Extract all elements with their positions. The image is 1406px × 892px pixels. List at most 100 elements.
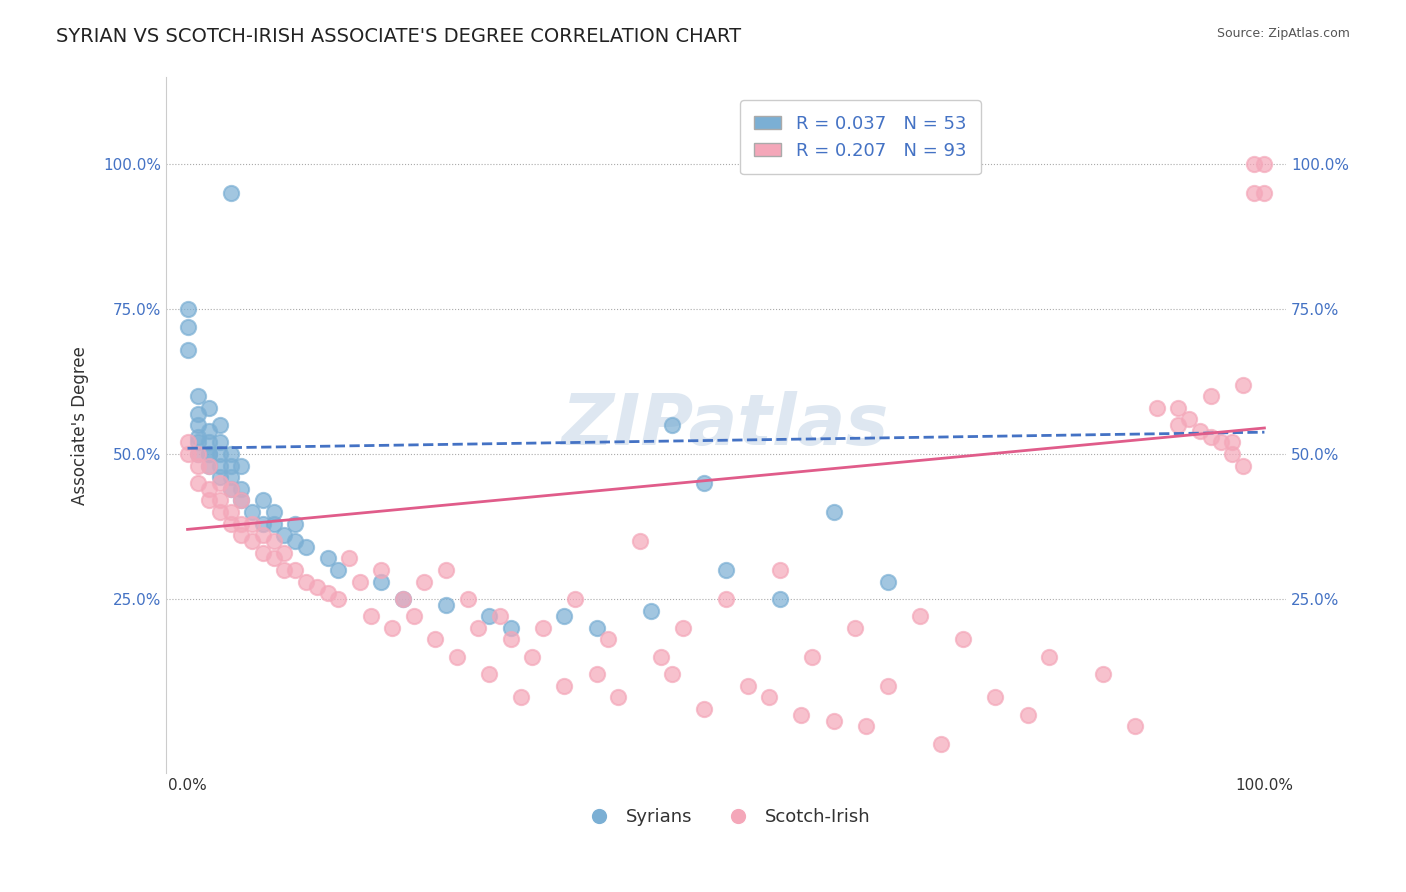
Point xyxy=(208,470,231,484)
Point xyxy=(187,430,209,444)
Point xyxy=(187,458,209,473)
Point xyxy=(349,574,371,589)
Point xyxy=(273,528,295,542)
Point xyxy=(187,435,209,450)
Point xyxy=(208,418,231,433)
Point xyxy=(855,719,877,733)
Point xyxy=(295,574,318,589)
Point xyxy=(650,649,672,664)
Point xyxy=(187,476,209,491)
Point xyxy=(198,424,221,438)
Point xyxy=(823,714,845,728)
Point xyxy=(198,482,221,496)
Point xyxy=(585,667,607,681)
Point xyxy=(240,516,263,531)
Point xyxy=(252,528,274,542)
Point xyxy=(219,482,242,496)
Point xyxy=(693,476,716,491)
Point xyxy=(714,563,737,577)
Point xyxy=(672,621,695,635)
Point xyxy=(360,609,382,624)
Point xyxy=(219,186,242,201)
Point xyxy=(208,493,231,508)
Point xyxy=(198,435,221,450)
Point xyxy=(790,707,813,722)
Point xyxy=(337,551,360,566)
Point xyxy=(370,563,392,577)
Point xyxy=(198,401,221,415)
Point xyxy=(219,458,242,473)
Point xyxy=(208,505,231,519)
Point xyxy=(1211,435,1233,450)
Point xyxy=(370,574,392,589)
Point xyxy=(758,690,780,705)
Point xyxy=(661,667,683,681)
Point xyxy=(434,598,457,612)
Point xyxy=(876,574,898,589)
Point xyxy=(187,447,209,461)
Point xyxy=(316,586,339,600)
Point xyxy=(231,493,253,508)
Point xyxy=(187,407,209,421)
Point xyxy=(187,389,209,403)
Point xyxy=(392,591,415,606)
Point xyxy=(1017,707,1039,722)
Point xyxy=(284,533,307,548)
Point xyxy=(1220,435,1243,450)
Point xyxy=(510,690,533,705)
Point xyxy=(457,591,479,606)
Point xyxy=(585,621,607,635)
Point xyxy=(284,516,307,531)
Point xyxy=(263,551,285,566)
Point xyxy=(553,609,575,624)
Point xyxy=(1123,719,1146,733)
Point xyxy=(446,649,468,664)
Point xyxy=(628,533,651,548)
Point xyxy=(413,574,436,589)
Point xyxy=(176,447,198,461)
Point xyxy=(952,632,974,647)
Point xyxy=(769,591,792,606)
Point xyxy=(252,545,274,559)
Point xyxy=(187,418,209,433)
Point xyxy=(176,302,198,317)
Point xyxy=(392,591,415,606)
Point xyxy=(187,447,209,461)
Point xyxy=(328,563,350,577)
Point xyxy=(876,679,898,693)
Point xyxy=(231,482,253,496)
Point xyxy=(1167,418,1189,433)
Point xyxy=(208,476,231,491)
Point xyxy=(1232,377,1254,392)
Point xyxy=(1167,401,1189,415)
Point xyxy=(273,563,295,577)
Point xyxy=(1220,447,1243,461)
Point xyxy=(240,505,263,519)
Text: Source: ZipAtlas.com: Source: ZipAtlas.com xyxy=(1216,27,1350,40)
Point xyxy=(176,343,198,357)
Point xyxy=(984,690,1007,705)
Point xyxy=(693,702,716,716)
Point xyxy=(1038,649,1060,664)
Y-axis label: Associate's Degree: Associate's Degree xyxy=(72,346,89,505)
Point xyxy=(328,591,350,606)
Point xyxy=(263,533,285,548)
Point xyxy=(273,545,295,559)
Point xyxy=(467,621,489,635)
Point xyxy=(564,591,586,606)
Point xyxy=(402,609,425,624)
Point xyxy=(219,447,242,461)
Point xyxy=(231,493,253,508)
Point xyxy=(478,667,501,681)
Point xyxy=(908,609,931,624)
Point xyxy=(198,447,221,461)
Point xyxy=(208,447,231,461)
Point xyxy=(769,563,792,577)
Point xyxy=(1199,389,1222,403)
Point xyxy=(478,609,501,624)
Point xyxy=(434,563,457,577)
Point xyxy=(305,580,328,594)
Point xyxy=(714,591,737,606)
Point xyxy=(931,737,953,751)
Point xyxy=(381,621,404,635)
